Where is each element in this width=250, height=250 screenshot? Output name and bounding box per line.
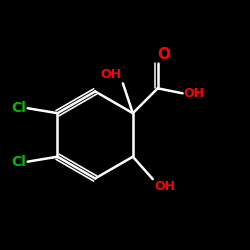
Text: OH: OH [154,180,175,193]
Text: O: O [158,47,170,62]
Text: Cl: Cl [12,101,26,115]
Text: OH: OH [101,68,122,81]
Text: Cl: Cl [12,155,26,169]
Text: OH: OH [184,87,205,100]
